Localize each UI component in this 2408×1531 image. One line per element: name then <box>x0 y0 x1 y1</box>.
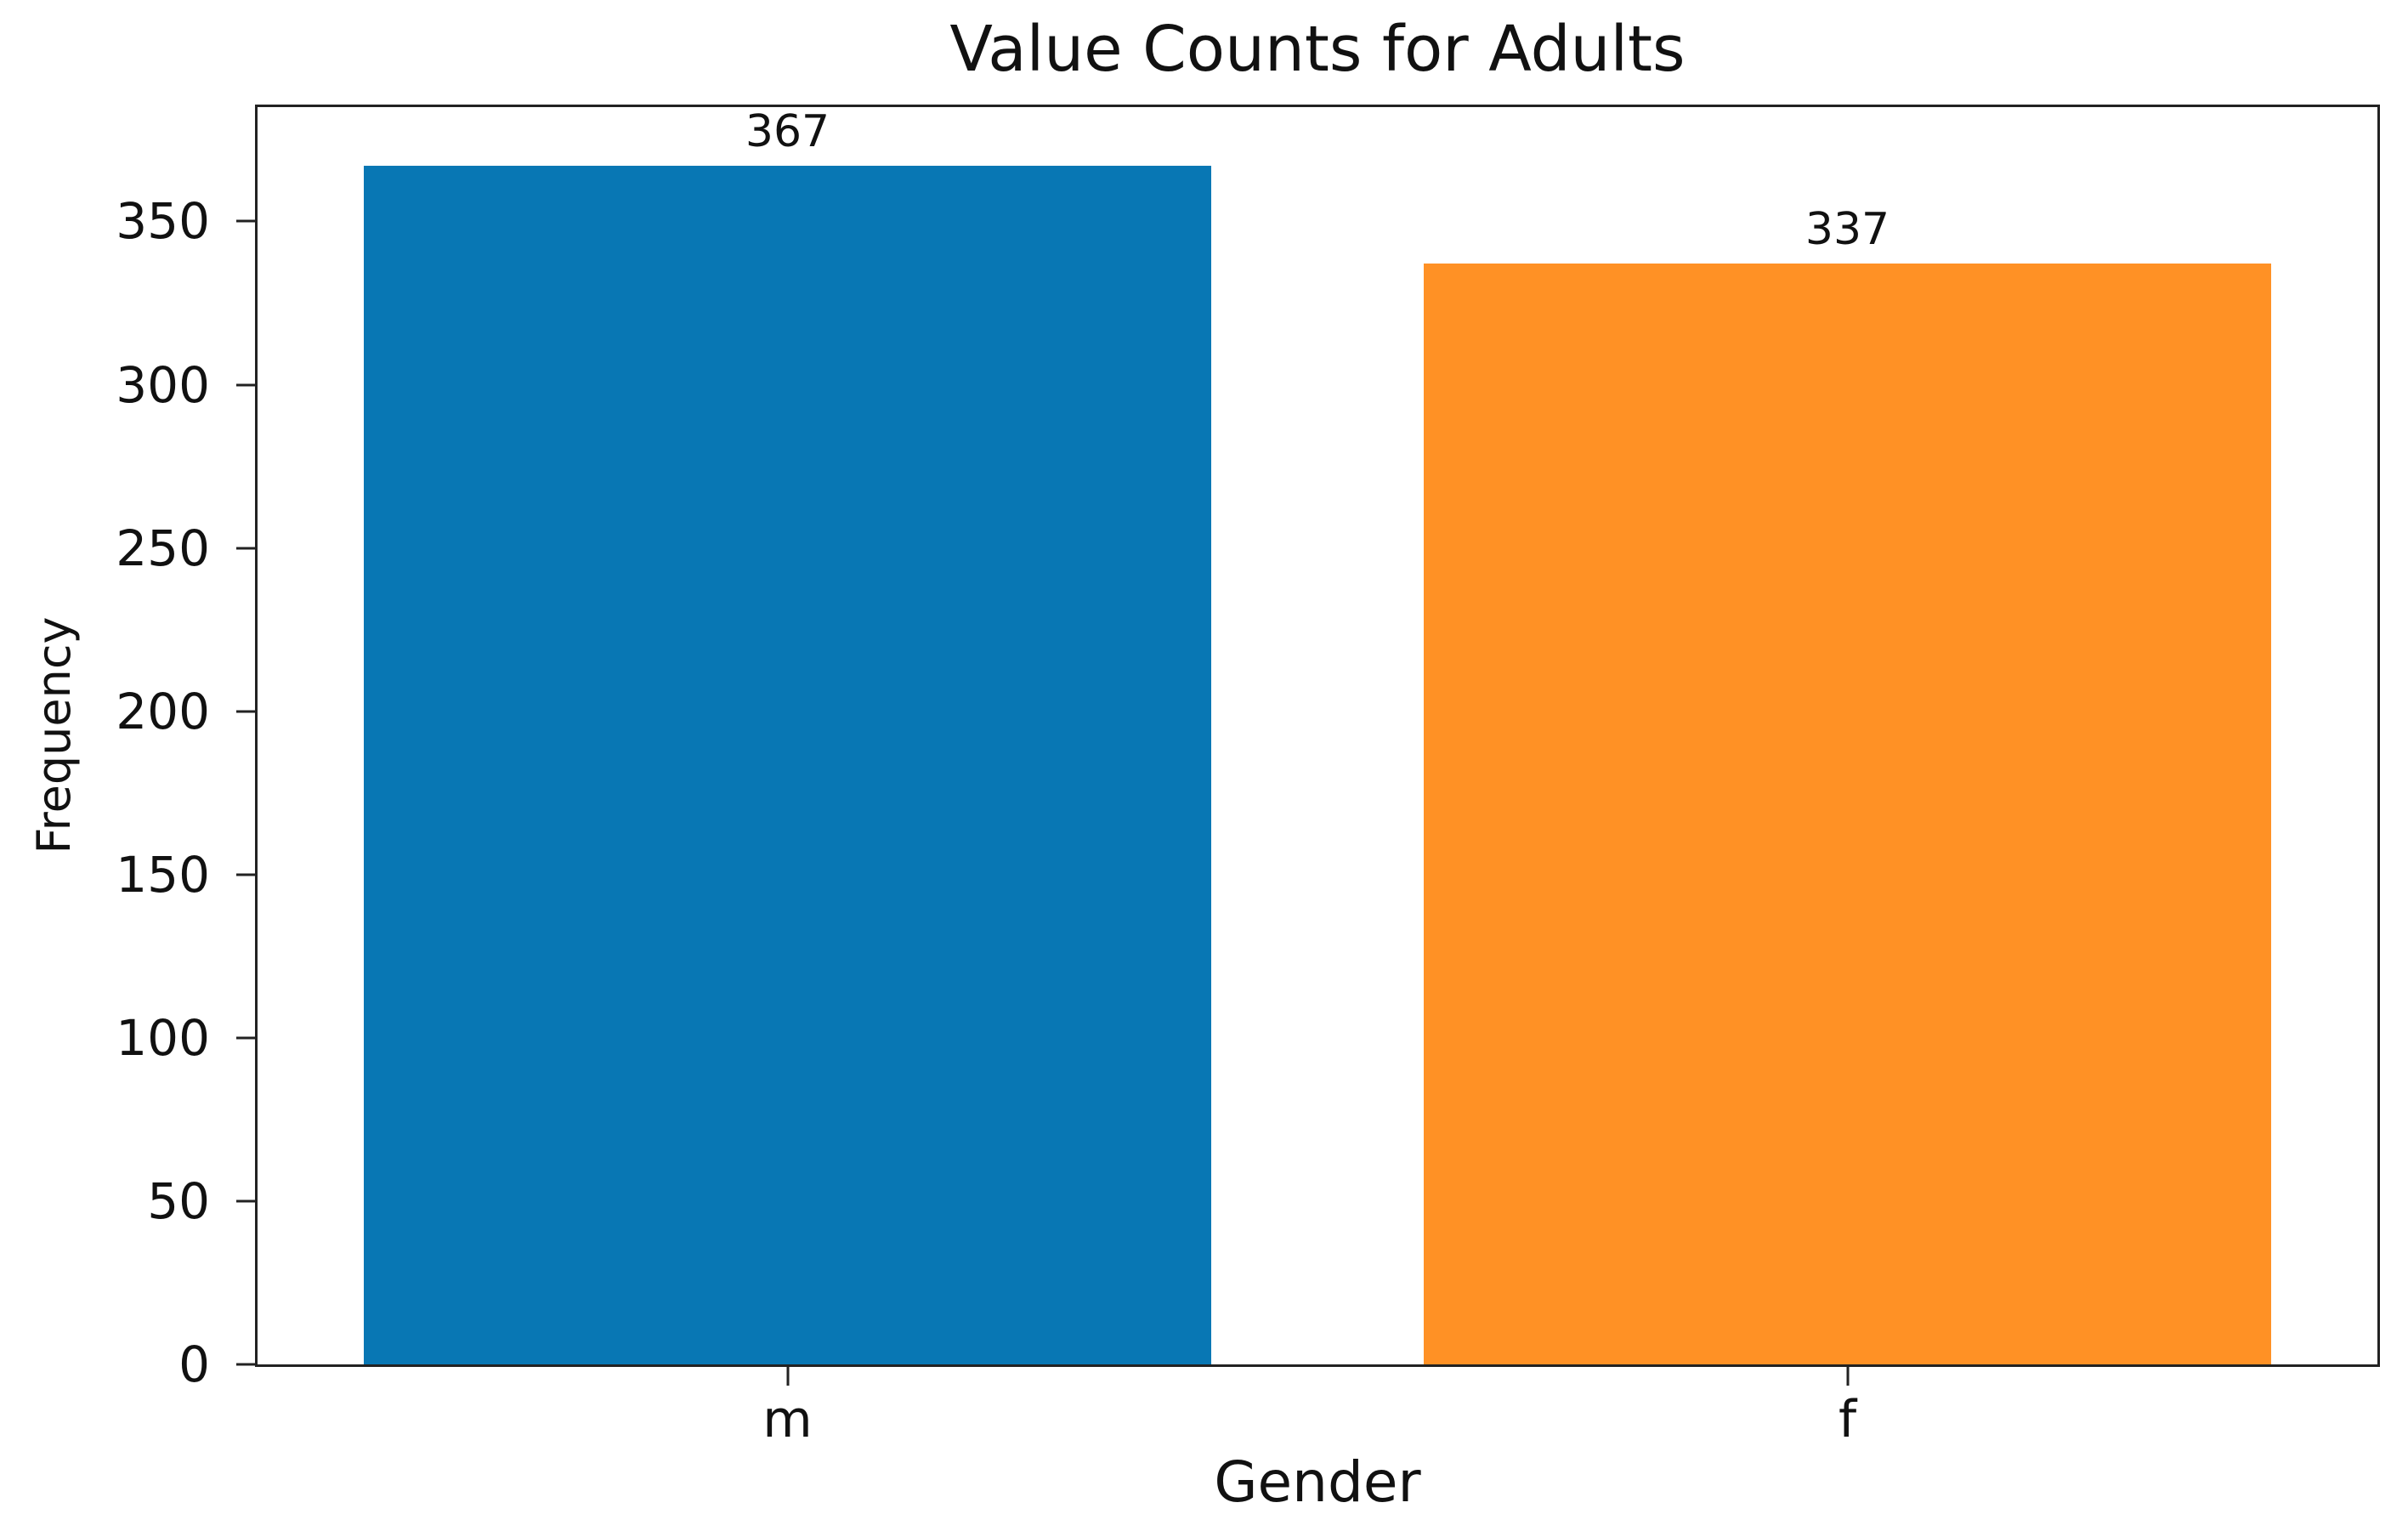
y-axis-tick <box>236 1036 255 1040</box>
y-axis-tick <box>236 383 255 387</box>
y-axis-tick <box>236 873 255 876</box>
y-axis-tick-label: 350 <box>116 192 210 251</box>
y-axis-tick-label: 300 <box>116 355 210 414</box>
bar-f <box>1423 264 2272 1364</box>
x-axis-tick <box>1846 1367 1849 1386</box>
y-axis-tick <box>236 547 255 550</box>
chart-title: Value Counts for Adults <box>949 13 1686 86</box>
bar-value-label: 337 <box>1805 204 1890 256</box>
y-axis-tick-label: 150 <box>116 845 210 904</box>
y-axis-tick-label: 250 <box>116 519 210 577</box>
x-axis-tick-label: f <box>1838 1390 1857 1449</box>
x-axis-tick <box>786 1367 789 1386</box>
y-axis-tick <box>236 1363 255 1366</box>
y-axis-tick-label: 0 <box>178 1335 210 1393</box>
y-axis-label: Frequency <box>27 616 81 854</box>
y-axis-tick <box>236 710 255 713</box>
bar-m <box>363 166 1212 1364</box>
y-axis-tick-label: 50 <box>147 1171 210 1230</box>
bar-value-label: 367 <box>745 106 830 158</box>
plot-area: 367 m 337 f 0 50 100 150 200 250 300 350 <box>116 105 2380 1448</box>
y-axis-tick-label: 100 <box>116 1008 210 1067</box>
x-axis-tick-label: m <box>762 1390 813 1449</box>
y-axis-tick <box>236 1199 255 1203</box>
x-axis-label: Gender <box>1214 1449 1421 1515</box>
y-axis-tick-label: 200 <box>116 682 210 740</box>
y-axis-tick <box>236 219 255 223</box>
